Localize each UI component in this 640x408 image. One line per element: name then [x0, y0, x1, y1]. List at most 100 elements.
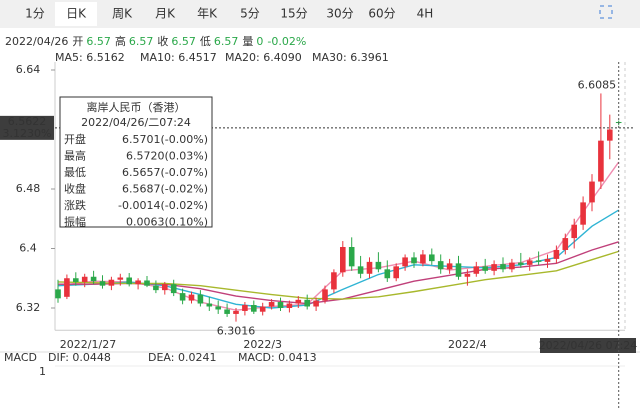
candle-body [562, 238, 569, 250]
candle-body [170, 284, 177, 294]
macd-axis: 1 [39, 365, 46, 378]
candle-body [99, 281, 106, 286]
y-tick-label: 6.48 [16, 182, 41, 195]
tooltip-time: 2022/04/26/二07:24 [81, 116, 191, 129]
high-note: 6.6085 [578, 78, 617, 91]
ma-line [58, 241, 619, 305]
candle-body [153, 285, 159, 291]
x-label: 2022/3 [243, 338, 282, 351]
tooltip-name: 振幅 [64, 215, 86, 229]
candle-body [108, 279, 115, 286]
candle-body [197, 294, 204, 304]
info-value: 6.57 [171, 35, 196, 48]
candle-body [411, 257, 417, 264]
tab-bar [0, 0, 640, 28]
candle-body [242, 305, 248, 311]
candle-body [482, 266, 488, 271]
macd-item: MACD: 0.0413 [238, 351, 317, 364]
candle-body [215, 306, 221, 310]
y-tick-label: 6.32 [16, 301, 41, 314]
candle-body [304, 299, 310, 307]
candle-body [179, 293, 186, 301]
ma-legend: MA20: 6.4090 [225, 51, 302, 64]
tooltip-name: 开盘 [64, 132, 86, 146]
candle-body [286, 303, 293, 308]
candle-body [437, 261, 444, 270]
tab[interactable]: 周K [112, 7, 133, 21]
candle-body [188, 294, 195, 301]
tab[interactable]: 1分 [25, 7, 45, 21]
candle-body [446, 263, 453, 270]
info-value: 6.57 [214, 35, 239, 48]
candle-body [277, 302, 284, 308]
candle-body [206, 303, 213, 307]
candle-body [526, 260, 533, 265]
tab[interactable]: 4H [417, 7, 434, 21]
candle-body [81, 276, 88, 282]
candle-body [313, 300, 319, 307]
candle-body [73, 278, 79, 282]
candle-body [144, 280, 150, 286]
tooltip-name: 涨跌 [64, 198, 86, 212]
y-tick-label: 6.4 [19, 241, 37, 254]
candle-body [251, 305, 257, 312]
y-tick-label: 6.64 [16, 63, 41, 76]
ma-legend: MA5: 6.5162 [55, 51, 125, 64]
ma-line [57, 250, 619, 300]
tab[interactable]: 30分 [326, 7, 353, 21]
current-pct: 3.1230% [3, 127, 52, 140]
candle-body [162, 284, 168, 291]
tooltip-box [59, 96, 213, 228]
info-key: 高 [115, 34, 126, 48]
candle-body [429, 254, 435, 262]
tab[interactable]: 日K [66, 7, 87, 21]
info-key: 量 [242, 35, 253, 48]
candle-body [340, 247, 346, 273]
macd-title: MACD [4, 351, 37, 364]
info-change: -0.02% [267, 35, 306, 48]
candle-body [420, 254, 426, 264]
candle-body [331, 272, 337, 290]
tooltip-value: 6.5687(-0.02%) [122, 183, 208, 196]
candle-body [224, 309, 230, 314]
candle-body [348, 247, 355, 267]
candle-body [366, 261, 373, 274]
tab[interactable]: 15分 [280, 7, 307, 21]
candle-body [464, 273, 471, 277]
candle-body [55, 289, 61, 299]
candle-body [518, 262, 524, 265]
ma-legend: MA30: 6.3961 [312, 51, 389, 64]
candle-body [322, 289, 328, 301]
candle-body [295, 299, 302, 304]
candle-body [509, 262, 515, 270]
candle-body [259, 306, 266, 312]
tooltip-value: -0.0014(-0.02%) [118, 199, 208, 212]
macd-item: DEA: 0.0241 [148, 351, 216, 364]
cursor-label: 2022/04/26 07:24 [539, 339, 638, 352]
tab[interactable]: 5分 [240, 7, 260, 21]
info-key: 低 [200, 35, 211, 48]
candle-body [473, 266, 480, 274]
tooltip-value: 6.5701(-0.00%) [122, 133, 208, 146]
candle-body [580, 202, 586, 225]
tab[interactable]: 年K [197, 7, 218, 21]
info-date: 2022/04/26 [5, 35, 68, 48]
tab[interactable]: 60分 [368, 7, 395, 21]
candle-body [402, 257, 408, 267]
candle-body [357, 266, 364, 274]
candle-body [455, 263, 462, 277]
tab[interactable]: 月K [155, 7, 176, 21]
candle-body [126, 277, 132, 285]
candle-body [90, 276, 97, 282]
candle-body [500, 264, 506, 270]
current-price-box [0, 115, 54, 140]
x-label: 2022/1/27 [60, 338, 116, 351]
fullscreen-icon[interactable] [599, 5, 613, 19]
info-key: 收 [157, 34, 168, 48]
candle-body [491, 264, 497, 271]
candle-body [544, 258, 551, 262]
candle-body [375, 261, 382, 270]
macd-item: DIF: 0.0448 [48, 351, 111, 364]
tooltip-value: 6.5657(-0.07%) [122, 166, 208, 179]
